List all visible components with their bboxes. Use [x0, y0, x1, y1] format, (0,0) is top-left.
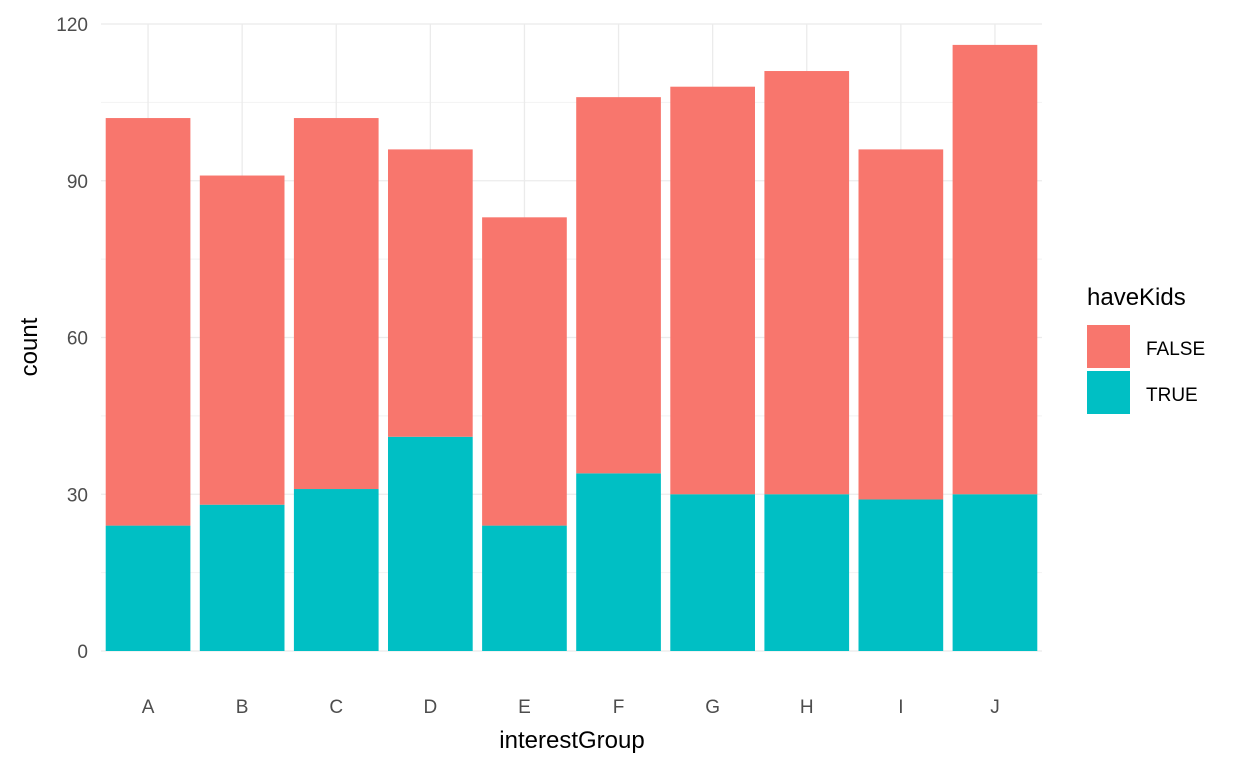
y-tick-labels: 0 30 60 90 120	[56, 15, 88, 663]
legend: haveKids FALSE TRUE	[1087, 284, 1205, 414]
bar-I-true	[858, 499, 944, 651]
x-tick-label: E	[518, 697, 531, 718]
bar-B-false	[199, 175, 285, 505]
bar-E-false	[482, 217, 567, 526]
x-tick-label: D	[423, 697, 437, 718]
bar-D-true	[388, 436, 473, 651]
bar-G-false	[670, 86, 755, 495]
x-tick-label: G	[705, 697, 720, 718]
bar-A-false	[105, 118, 191, 526]
bar-H-false	[764, 71, 850, 495]
bar-F-false	[576, 97, 661, 474]
x-tick-label: J	[990, 697, 1000, 718]
bar-A-true	[105, 525, 191, 651]
x-tick-label: C	[329, 697, 343, 718]
legend-entries: FALSE TRUE	[1087, 325, 1205, 414]
bar-E-true	[482, 525, 567, 651]
legend-key-true	[1087, 371, 1130, 414]
bar-D-false	[388, 149, 473, 437]
bar-G-true	[670, 494, 755, 651]
x-tick-label: I	[898, 697, 903, 718]
bar-B-true	[199, 504, 285, 651]
y-tick-label: 120	[56, 15, 88, 36]
legend-title: haveKids	[1087, 284, 1186, 311]
y-tick-label: 90	[67, 172, 88, 193]
bar-H-true	[764, 494, 850, 651]
y-tick-label: 60	[67, 329, 88, 350]
bar-C-false	[293, 118, 379, 490]
bar-J-false	[952, 44, 1038, 495]
bars	[105, 44, 1038, 651]
legend-label-false: FALSE	[1146, 339, 1205, 360]
y-tick-label: 0	[77, 642, 88, 663]
x-tick-label: F	[613, 697, 625, 718]
legend-key-false	[1087, 325, 1130, 368]
x-tick-labels: A B C D E F G H I J	[142, 697, 1000, 718]
x-tick-label: B	[236, 697, 249, 718]
x-tick-label: H	[800, 697, 814, 718]
bar-F-true	[576, 473, 661, 651]
x-axis-title: interestGroup	[499, 727, 644, 754]
x-tick-label: A	[142, 697, 155, 718]
y-axis-title: count	[16, 317, 43, 376]
y-tick-label: 30	[67, 485, 88, 506]
bar-C-true	[293, 489, 379, 651]
legend-label-true: TRUE	[1146, 385, 1198, 406]
bar-I-false	[858, 149, 944, 500]
bar-J-true	[952, 494, 1038, 651]
